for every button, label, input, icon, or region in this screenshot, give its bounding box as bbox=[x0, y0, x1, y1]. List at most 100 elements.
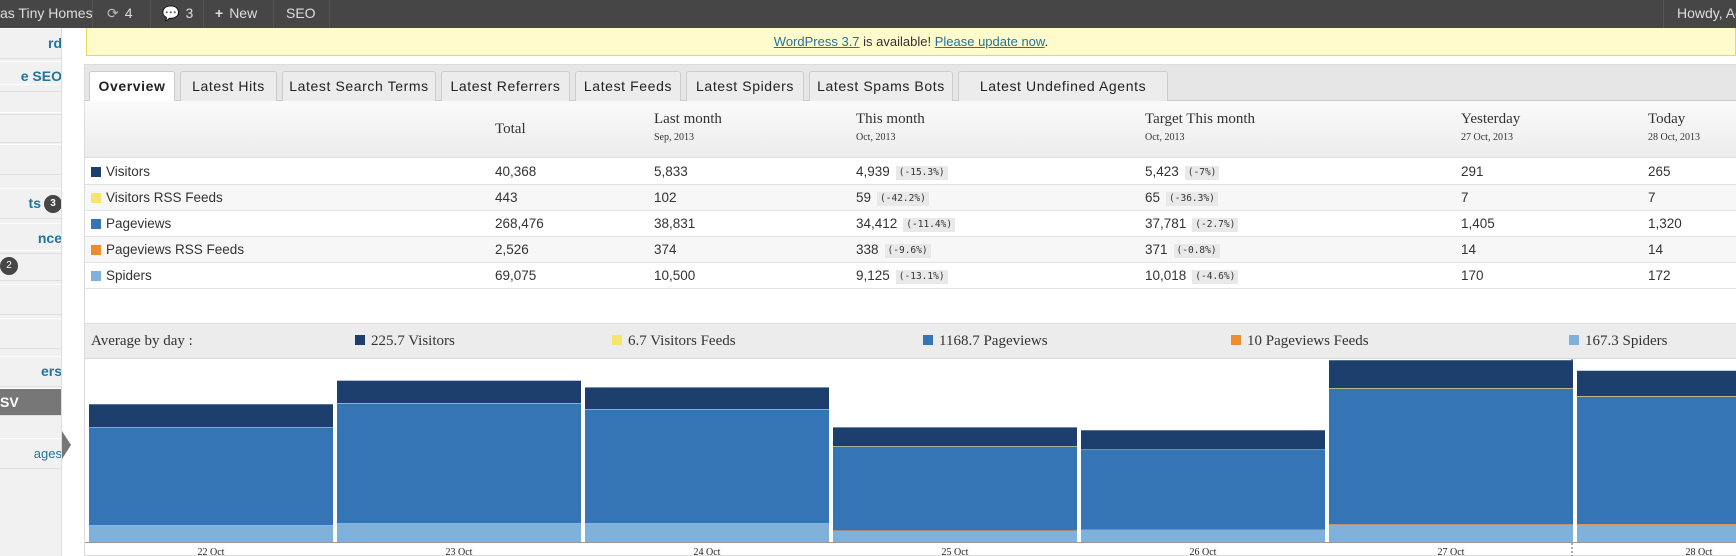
sidebar-item-e-seo[interactable]: e SEO bbox=[0, 61, 62, 92]
total-value: 2,526 bbox=[495, 242, 529, 257]
sidebar-item-label: e SEO bbox=[20, 68, 62, 84]
sidebar-item-item-9[interactable] bbox=[0, 318, 61, 349]
divider bbox=[273, 0, 274, 28]
average-item-text: 6.7 Visitors Feeds bbox=[628, 333, 736, 349]
yesterday-value: 291 bbox=[1461, 164, 1484, 179]
average-item-text: 225.7 Visitors bbox=[371, 333, 455, 349]
legend-swatch bbox=[612, 335, 622, 345]
divider bbox=[329, 0, 330, 28]
average-item: 167.3 Spiders bbox=[1569, 324, 1668, 358]
this-month-value: 4,939 (-15.3%) bbox=[856, 159, 948, 184]
site-name-link[interactable]: as Tiny Homes bbox=[0, 5, 93, 21]
current-menu-arrow bbox=[62, 431, 71, 459]
yesterday-value: 170 bbox=[1461, 268, 1484, 283]
row-name: Pageviews RSS Feeds bbox=[91, 237, 244, 262]
x-tick-label: 22 Oct bbox=[198, 547, 225, 556]
column-header-period: 28 Oct, 2013 bbox=[1648, 132, 1700, 143]
sidebar-item-rd[interactable]: rd bbox=[0, 28, 62, 59]
total-value: 40,368 bbox=[495, 164, 537, 179]
average-item-text: 1168.7 Pageviews bbox=[939, 333, 1048, 349]
notification-count-badge: 3 bbox=[44, 195, 61, 214]
yesterday-value: 14 bbox=[1461, 242, 1477, 257]
bar-segment-visitors bbox=[337, 380, 581, 404]
sidebar-item-ers[interactable]: ers bbox=[0, 356, 62, 387]
row-name-label: Pageviews bbox=[106, 216, 172, 231]
sidebar-item-sv[interactable]: SV bbox=[0, 388, 61, 416]
target-change-badge: (-7%) bbox=[1184, 166, 1220, 180]
comments-link[interactable]: 💬 3 bbox=[162, 0, 193, 28]
average-label: Average by day : bbox=[91, 333, 193, 349]
target-change-badge: (-36.3%) bbox=[1166, 192, 1218, 206]
divider bbox=[203, 0, 204, 28]
column-header-label: Total bbox=[495, 121, 526, 137]
sidebar-item-item-3[interactable] bbox=[0, 112, 61, 143]
today-value: 265 bbox=[1648, 164, 1671, 179]
this-month-change-badge: (-13.1%) bbox=[895, 270, 948, 284]
column-header-label: Today bbox=[1648, 111, 1686, 127]
howdy-account-link[interactable]: Howdy, Ad bbox=[1677, 5, 1736, 21]
row-name-label: Visitors bbox=[106, 164, 151, 179]
x-tick-label: 26 Oct bbox=[1190, 547, 1217, 556]
tab-latest-search-terms[interactable]: Latest Search Terms bbox=[282, 71, 436, 101]
table-row: Visitors RSS Feeds 443 102 59 (-42.2%) 65 (-36… bbox=[85, 185, 1736, 211]
tab-latest-hits[interactable]: Latest Hits bbox=[180, 71, 277, 101]
average-item: 6.7 Visitors Feeds bbox=[612, 324, 736, 358]
average-item-text: 10 Pageviews Feeds bbox=[1247, 333, 1369, 349]
updates-link[interactable]: ⟳ 4 bbox=[107, 0, 133, 28]
target-value: 10,018 (-4.6%) bbox=[1145, 263, 1239, 288]
total-value: 268,476 bbox=[495, 216, 544, 231]
sidebar-item-item-2[interactable] bbox=[0, 84, 61, 115]
average-by-day-bar: Average by day : 225.7 Visitors 6.7 Visit… bbox=[85, 323, 1736, 359]
yesterday-value: 7 bbox=[1461, 190, 1469, 205]
target-number: 37,781 bbox=[1145, 216, 1187, 231]
tab-overview[interactable]: Overview bbox=[89, 71, 175, 102]
legend-swatch bbox=[91, 219, 101, 229]
target-number: 371 bbox=[1145, 242, 1168, 257]
bar-segment-spiders bbox=[1329, 525, 1573, 542]
table-row: Pageviews RSS Feeds 2,526 374 338 (-9.6%) 371… bbox=[85, 237, 1736, 263]
tab-latest-spams-bots[interactable]: Latest Spams Bots bbox=[809, 71, 953, 101]
column-header-label: This month bbox=[856, 111, 925, 127]
sidebar-item-item-8[interactable] bbox=[0, 284, 61, 315]
bar-segment-spiders bbox=[1577, 525, 1736, 542]
bar-segment-spiders bbox=[1081, 529, 1325, 542]
row-name-label: Pageviews RSS Feeds bbox=[106, 242, 245, 257]
sidebar-item-label: ers bbox=[40, 363, 62, 379]
target-change-badge: (-2.7%) bbox=[1192, 218, 1239, 232]
tab-latest-spiders[interactable]: Latest Spiders bbox=[686, 71, 804, 101]
legend-swatch bbox=[1569, 335, 1579, 345]
this-month-value: 9,125 (-13.1%) bbox=[856, 263, 948, 288]
seo-menu-link[interactable]: SEO bbox=[286, 5, 316, 21]
bar-segment-visitors bbox=[833, 427, 1077, 447]
sidebar-item-item-7[interactable]: 2 bbox=[0, 250, 61, 281]
bar-segment-spiders bbox=[833, 530, 1077, 542]
tab-bar: Overview Latest Hits Latest Search Terms La… bbox=[85, 65, 1736, 102]
sidebar-item-nce[interactable]: nce bbox=[0, 223, 61, 254]
tab-latest-undefined-agents[interactable]: Latest Undefined Agents bbox=[958, 71, 1168, 101]
bar-segment-visitors bbox=[1329, 360, 1573, 389]
bar-segment-pageviews bbox=[1081, 450, 1325, 530]
update-now-link[interactable]: Please update now bbox=[934, 34, 1045, 49]
tab-latest-feeds[interactable]: Latest Feeds bbox=[575, 71, 681, 101]
last-month-value: 5,833 bbox=[654, 164, 688, 179]
average-item: 1168.7 Pageviews bbox=[923, 324, 1048, 358]
total-value: 443 bbox=[495, 190, 518, 205]
sidebar-item-label: rd bbox=[48, 35, 62, 51]
this-month-value: 338 (-9.6%) bbox=[856, 237, 931, 262]
column-header-period: Sep, 2013 bbox=[654, 132, 694, 143]
row-name-label: Visitors RSS Feeds bbox=[106, 190, 223, 205]
target-value: 371 (-0.8%) bbox=[1145, 237, 1220, 262]
sidebar-item-ages[interactable]: ages bbox=[0, 438, 61, 469]
sidebar-item-item-4[interactable] bbox=[0, 144, 61, 175]
table-header: Total Last month Sep, 2013 This month Oct, 2… bbox=[85, 101, 1736, 158]
divider bbox=[92, 0, 93, 28]
wordpress-version-link[interactable]: WordPress 3.7 bbox=[773, 34, 860, 49]
this-month-number: 4,939 bbox=[856, 164, 890, 179]
column-header-label: Target This month bbox=[1145, 111, 1256, 127]
column-header-label: Yesterday bbox=[1461, 111, 1521, 127]
sidebar-item-ts[interactable]: ts 3 bbox=[0, 188, 61, 219]
legend-swatch bbox=[91, 245, 101, 255]
bar-segment-spiders bbox=[337, 523, 581, 542]
new-content-link[interactable]: + New bbox=[215, 0, 257, 28]
tab-latest-referrers[interactable]: Latest Referrers bbox=[441, 71, 570, 101]
